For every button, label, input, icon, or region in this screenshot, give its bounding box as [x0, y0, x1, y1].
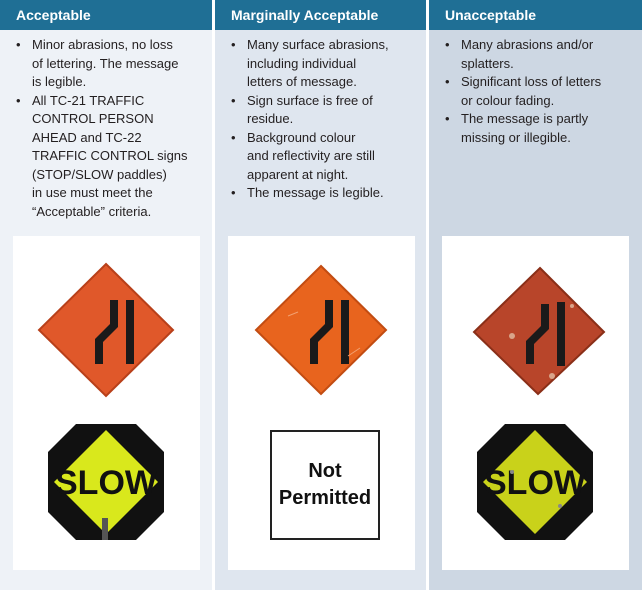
paddle-text: SLOW — [484, 464, 587, 502]
criteria-list: Many abrasions and/or splatters. Signifi… — [429, 30, 642, 147]
criteria-item: The message is legible. — [231, 184, 418, 203]
criteria-item: Many abrasions and/or splatters. — [445, 36, 634, 73]
column-unacceptable: Unacceptable Many abrasions and/or splat… — [429, 0, 642, 590]
criteria-list: Minor abrasions, no loss of lettering. T… — [0, 30, 212, 221]
paddle-text: SLOW — [55, 464, 158, 502]
criteria-item: Many surface abrasions, including indivi… — [231, 36, 418, 92]
criteria-item: Significant loss of letters or colour fa… — [445, 73, 634, 110]
column-header: Acceptable — [0, 0, 212, 30]
not-permitted-box: Not Permitted — [270, 430, 380, 540]
column-header: Unacceptable — [429, 0, 642, 30]
criteria-item: Sign surface is free of residue. — [231, 92, 418, 129]
faded-slow-paddle-icon: SLOW — [477, 424, 593, 540]
lane-closure-sign-icon — [254, 264, 388, 396]
faded-lane-closure-sign-icon — [472, 266, 606, 396]
column-marginally-acceptable: Marginally Acceptable Many surface abras… — [215, 0, 426, 590]
criteria-item: Background colour and reflectivity are s… — [231, 129, 418, 185]
sign-photos: Not Permitted — [228, 236, 415, 570]
column-header: Marginally Acceptable — [215, 0, 426, 30]
lane-closure-sign-icon — [37, 262, 175, 398]
slow-paddle-icon: SLOW — [48, 424, 164, 540]
sign-photos: SLOW — [13, 236, 200, 570]
criteria-list: Many surface abrasions, including indivi… — [215, 30, 426, 203]
criteria-item: The message is partly missing or illegib… — [445, 110, 634, 147]
criteria-item: All TC-21 TRAFFIC CONTROL PERSON AHEAD a… — [16, 92, 204, 222]
sign-photos: SLOW — [442, 236, 629, 570]
column-acceptable: Acceptable Minor abrasions, no loss of l… — [0, 0, 212, 590]
criteria-item: Minor abrasions, no loss of lettering. T… — [16, 36, 204, 92]
